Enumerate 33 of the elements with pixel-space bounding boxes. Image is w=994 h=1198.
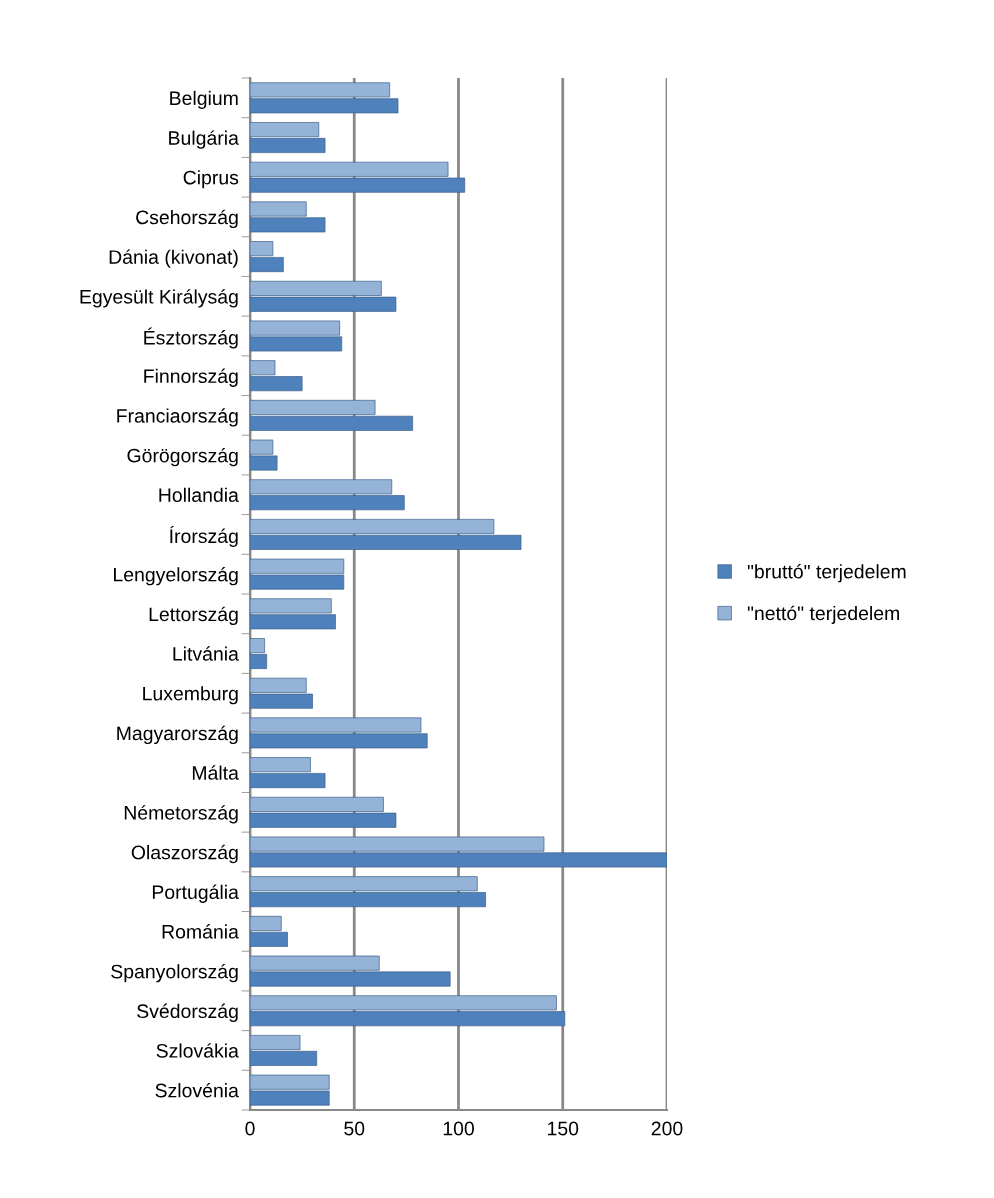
y-tick-label: Bulgária <box>169 130 239 149</box>
y-tick-label: Írország <box>169 526 238 547</box>
x-tick-label: 200 <box>651 1121 683 1136</box>
y-tick-label: Portugália <box>152 884 239 903</box>
y-tick-label: Franciaország <box>117 408 238 427</box>
y-tick-label: Szlovénia <box>155 1082 239 1098</box>
y-tick-label: Szlovákia <box>156 1043 239 1058</box>
y-tick-label: Spanyolország <box>111 963 238 983</box>
x-tick-label: 100 <box>443 1121 474 1136</box>
y-tick-label: Lettország <box>149 606 238 626</box>
y-tick-label: Németország <box>124 805 238 824</box>
y-tick-label: Dánia (kivonat) <box>109 249 238 268</box>
legend-label: "nettó" terjedelem <box>747 605 899 625</box>
y-tick-label: Litvánia <box>173 646 239 661</box>
y-tick-label: Csehország <box>136 209 238 229</box>
y-tick-label: Lengyelország <box>114 566 238 586</box>
y-tick-label: Ciprus <box>183 170 239 189</box>
y-tick-label: Görögország <box>127 447 238 467</box>
y-tick-label: Magyarország <box>117 725 238 745</box>
x-tick-label: 150 <box>548 1121 579 1136</box>
x-tick-label: 0 <box>245 1121 255 1136</box>
y-tick-label: Észtország <box>144 327 238 349</box>
y-tick-label: Egyesült Királyság <box>80 289 238 308</box>
y-tick-label: Finnország <box>144 368 238 387</box>
y-tick-label: Románia <box>162 924 239 939</box>
y-tick-label: Luxemburg <box>143 686 238 705</box>
y-tick-label: Hollandia <box>159 487 239 503</box>
legend-label: "bruttó" terjedelem <box>747 563 906 583</box>
y-tick-label: Olaszország <box>131 844 238 864</box>
x-tick-label: 50 <box>344 1121 365 1136</box>
y-tick-label: Svédország <box>137 1003 238 1022</box>
y-tick-label: Belgium <box>170 90 238 109</box>
y-tick-label: Málta <box>192 765 239 780</box>
